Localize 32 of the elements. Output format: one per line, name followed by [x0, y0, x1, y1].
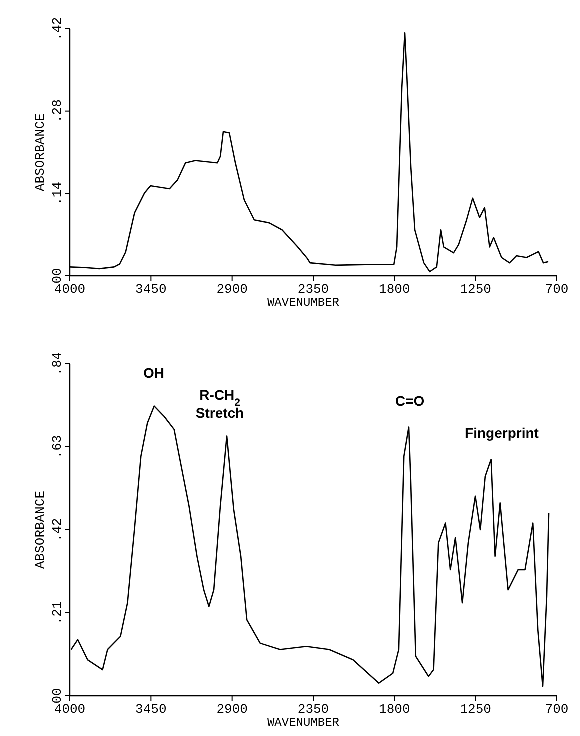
annotation: OH: [144, 365, 164, 381]
y-tick-label: .14: [50, 182, 65, 206]
x-tick-label: 1800: [379, 702, 410, 717]
x-axis-title: WAVENUMBER: [267, 296, 340, 310]
x-tick-label: 2900: [216, 282, 248, 297]
x-tick-label: 1800: [379, 282, 410, 297]
annotation: R-CH$_{2}$ Stretch: [196, 387, 244, 421]
x-tick-label: 2900: [216, 702, 248, 717]
y-tick-label: .63: [50, 435, 65, 459]
x-tick-label: 700: [545, 282, 569, 297]
x-tick-label: 700: [545, 702, 569, 717]
y-tick-label: .42: [50, 17, 65, 41]
line-series: [69, 32, 550, 273]
y-tick-label: .28: [50, 100, 65, 124]
y-axis-title: ABSORBANCE: [33, 490, 48, 570]
annotation: Fingerprint: [465, 425, 540, 441]
x-axis-title: WAVENUMBER: [267, 716, 340, 730]
y-tick-label: .21: [50, 601, 65, 625]
y-tick-label: 00: [50, 688, 65, 704]
x-tick-label: 4000: [54, 702, 86, 717]
y-tick-label: .42: [50, 518, 65, 542]
x-tick-label: 3450: [136, 282, 167, 297]
y-tick-label: .84: [50, 352, 65, 376]
y-tick-label: 00: [50, 268, 65, 284]
x-tick-label: 2350: [298, 702, 330, 717]
x-tick-label: 1250: [460, 702, 492, 717]
x-tick-label: 2350: [298, 282, 330, 297]
x-tick-label: 4000: [54, 282, 86, 297]
annotation: C=O: [395, 393, 425, 409]
x-tick-label: 1250: [460, 282, 492, 297]
y-axis-title: ABSORBANCE: [33, 113, 48, 192]
x-tick-label: 3450: [136, 702, 167, 717]
